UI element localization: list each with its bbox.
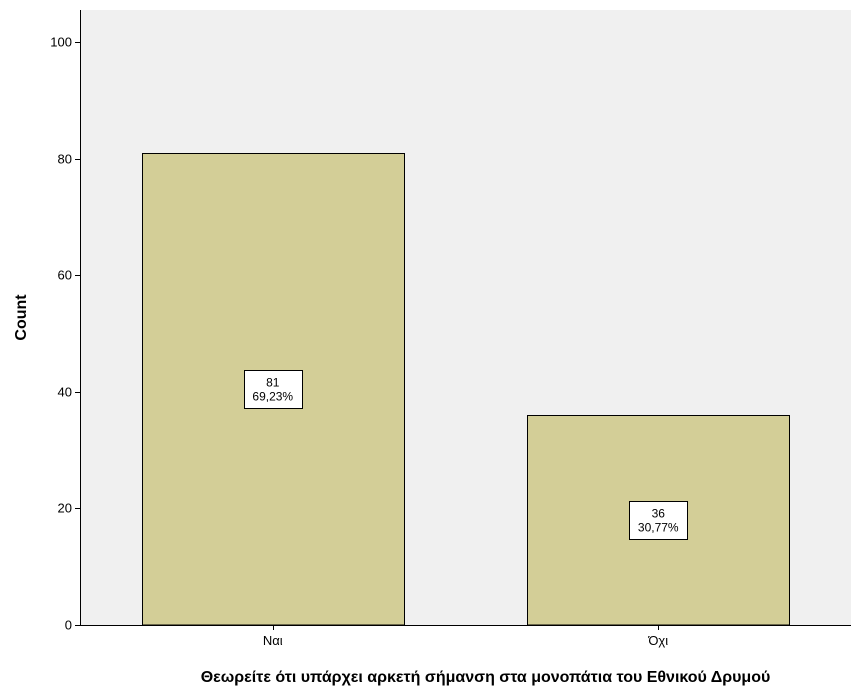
x-tick-label: Ναι (263, 633, 283, 648)
y-tick-label: 60 (58, 268, 72, 283)
x-tick-label: Όχι (647, 633, 668, 648)
x-axis: Ναι Όχι (80, 625, 851, 648)
data-label-box (629, 501, 688, 540)
y-axis-title: Count (13, 294, 30, 341)
data-label-percent: 30,77% (638, 520, 679, 534)
x-axis-title: Θεωρείτε ότι υπάρχει αρκετή σήμανση στα … (201, 669, 771, 686)
y-tick-label: 80 (58, 152, 72, 167)
data-label-count: 81 (266, 375, 280, 389)
y-tick-label: 100 (50, 35, 72, 50)
data-label-box (244, 370, 303, 409)
y-tick-label: 0 (65, 618, 72, 633)
data-label-percent: 69,23% (252, 389, 293, 403)
y-tick-label: 20 (58, 501, 72, 516)
y-tick-label: 40 (58, 385, 72, 400)
y-axis: 0 20 40 60 80 100 (50, 10, 81, 633)
data-label-count: 36 (652, 506, 666, 520)
